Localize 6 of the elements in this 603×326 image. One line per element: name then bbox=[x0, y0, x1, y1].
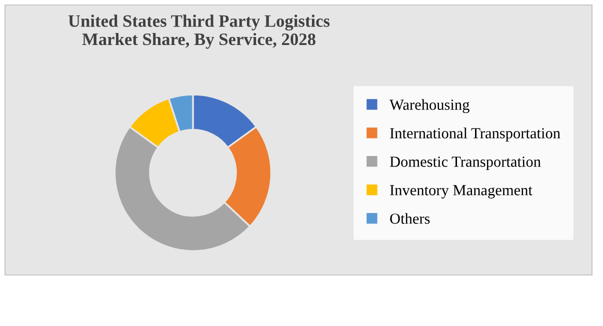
chart-title: United States Third Party Logistics Market Share, By Service, 2028 bbox=[68, 14, 330, 49]
legend-label: Inventory Management bbox=[390, 185, 532, 198]
legend-label: Domestic Transportation bbox=[390, 156, 541, 170]
legend-label: International Transportation bbox=[390, 128, 560, 142]
legend-label: Others bbox=[390, 213, 430, 224]
legend-label: Warehousing bbox=[390, 99, 470, 114]
